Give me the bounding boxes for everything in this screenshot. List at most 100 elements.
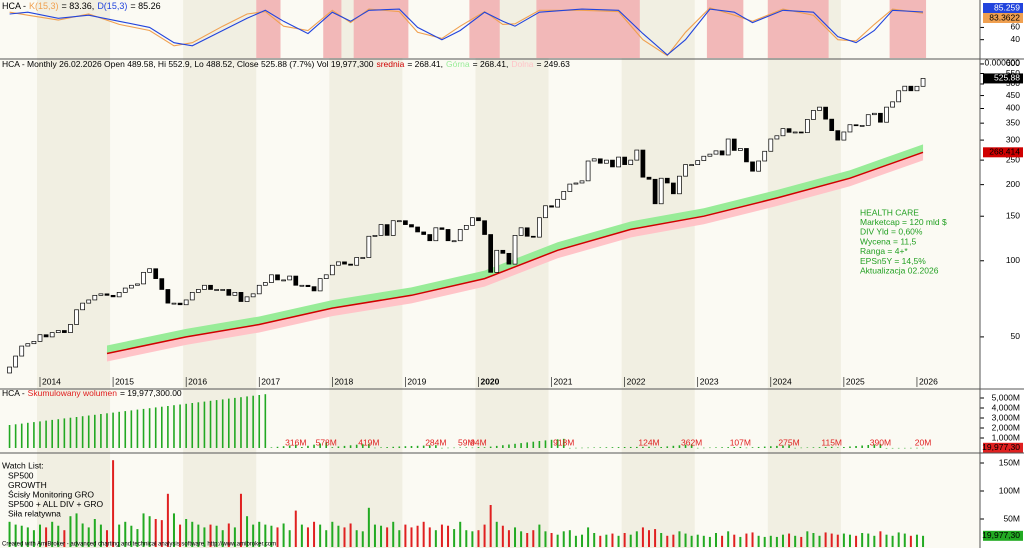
y-tick-label: 50	[1011, 331, 1021, 341]
volume-bar	[428, 527, 431, 547]
candle	[725, 138, 731, 156]
close-label: 525.88	[994, 73, 1020, 83]
x-tick-label: 2023	[700, 376, 719, 386]
cumulative-bar	[776, 445, 778, 448]
cumulative-bar	[550, 439, 553, 448]
candle	[561, 191, 567, 200]
cumulative-bar	[374, 447, 376, 449]
candle	[19, 345, 25, 357]
volume-bar	[453, 529, 456, 547]
volume-bar	[45, 527, 48, 547]
candle	[768, 138, 774, 152]
cumulative-bar	[154, 407, 157, 448]
cumulative-bar	[885, 447, 888, 449]
candle	[31, 341, 37, 345]
volume-bar	[581, 534, 584, 547]
volume-bar	[367, 507, 370, 547]
cumulative-bar	[843, 447, 845, 448]
candle	[55, 330, 61, 333]
y-tick-label: 1,000M	[992, 432, 1020, 442]
volume-bar	[891, 535, 894, 547]
cumulative-bar	[51, 419, 53, 448]
volume-bar	[26, 527, 29, 547]
candle	[786, 128, 792, 133]
y-tick-label: 40	[1011, 34, 1021, 44]
cumulative-bar	[812, 447, 815, 448]
candle	[543, 205, 548, 219]
volume-bar	[87, 527, 90, 547]
cumulative-bar	[599, 447, 602, 448]
candle	[250, 293, 256, 298]
volume-bar	[294, 510, 297, 547]
cumulative-bar	[380, 447, 382, 448]
y-tick-label: 60	[1011, 22, 1021, 32]
cumulative-bar	[148, 408, 151, 448]
cumulative-bar	[33, 422, 35, 448]
cumulative-bar	[337, 446, 340, 448]
candle	[37, 334, 43, 342]
cumulative-bar	[349, 445, 352, 448]
volume-bar	[51, 521, 54, 547]
volume-bar	[909, 535, 912, 547]
candle	[871, 112, 877, 116]
cumulative-bar	[666, 446, 669, 448]
volume-bar	[562, 531, 565, 547]
stochastic-line	[9, 7, 924, 57]
period-label: 390M	[870, 437, 891, 447]
volume-bar	[300, 524, 303, 547]
candle	[153, 268, 159, 279]
lower-band	[106, 152, 924, 362]
volume-bar	[648, 530, 650, 547]
x-tick-label: 2016	[188, 376, 207, 386]
cumulative-bar	[14, 424, 17, 448]
cumulative-bar	[215, 400, 218, 448]
y-tick-label: 600	[1006, 58, 1020, 68]
cumulative-bar	[483, 447, 486, 448]
cumulative-bar	[788, 445, 790, 448]
volume-bar	[568, 530, 571, 547]
candle	[804, 119, 810, 134]
cumulative-bar	[465, 447, 468, 448]
candle	[646, 176, 652, 180]
candle	[305, 284, 311, 288]
annotation-line: EPSn5Y = 14,5%	[860, 256, 926, 266]
cumulative-bar	[575, 447, 577, 449]
cumulative-bar	[830, 446, 833, 448]
volume-bar	[20, 525, 23, 547]
volume-bar	[654, 529, 657, 547]
cumulative-bar	[891, 447, 894, 449]
cumulative-bar	[836, 447, 839, 448]
cumulative-bar	[392, 446, 395, 448]
indicator-value: = 19,977,300.00	[120, 388, 182, 398]
candle	[671, 182, 676, 195]
cumulative-bar	[252, 395, 254, 448]
volume-bar	[672, 534, 675, 547]
cumulative-bar	[660, 447, 662, 448]
volume-bar	[641, 527, 644, 547]
volume-bar	[112, 460, 115, 547]
volume-bar	[306, 527, 309, 547]
volume-bar	[477, 530, 480, 547]
cumulative-bar	[179, 404, 181, 448]
candle	[853, 124, 859, 127]
candle	[719, 150, 725, 156]
cumulative-bar	[416, 445, 419, 448]
candle	[208, 284, 213, 290]
candle	[865, 114, 871, 126]
legend-name: srednia	[376, 59, 404, 69]
volume-bar	[319, 524, 322, 547]
volume-bar	[879, 531, 882, 547]
upper-band	[106, 144, 924, 354]
overbought-zone	[536, 0, 640, 58]
candle	[664, 177, 670, 184]
legend-name: D(15,3)	[97, 1, 127, 11]
volume-bar	[416, 525, 419, 547]
candle	[226, 289, 232, 296]
cumulative-bar	[288, 445, 291, 448]
cumulative-bar	[514, 443, 516, 448]
x-tick-label: 2020	[480, 376, 499, 386]
volume-bar	[410, 527, 413, 547]
volume-bar	[666, 535, 669, 547]
volume-bar	[380, 525, 383, 547]
cumulative-bar	[45, 420, 47, 448]
